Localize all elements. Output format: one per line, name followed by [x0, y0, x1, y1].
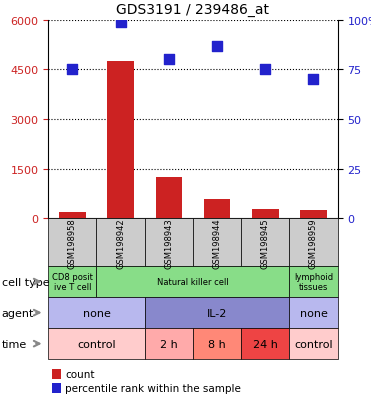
- Text: lymphoid
tissues: lymphoid tissues: [294, 272, 333, 292]
- Text: GSM198944: GSM198944: [213, 217, 221, 268]
- FancyBboxPatch shape: [48, 297, 145, 328]
- Title: GDS3191 / 239486_at: GDS3191 / 239486_at: [116, 3, 269, 17]
- Text: GSM198959: GSM198959: [309, 217, 318, 268]
- Text: Natural killer cell: Natural killer cell: [157, 278, 229, 286]
- FancyBboxPatch shape: [145, 297, 289, 328]
- FancyBboxPatch shape: [96, 266, 289, 297]
- Text: 24 h: 24 h: [253, 339, 278, 349]
- Bar: [300, 211, 327, 219]
- Text: agent: agent: [2, 308, 34, 318]
- Text: 2 h: 2 h: [160, 339, 178, 349]
- Text: GSM198943: GSM198943: [164, 217, 173, 268]
- Text: GSM198942: GSM198942: [116, 217, 125, 268]
- FancyBboxPatch shape: [241, 219, 289, 266]
- Point: [311, 77, 316, 83]
- Text: time: time: [2, 339, 27, 349]
- Text: control: control: [77, 339, 116, 349]
- Bar: [204, 199, 230, 219]
- FancyBboxPatch shape: [52, 383, 61, 393]
- FancyBboxPatch shape: [96, 219, 145, 266]
- Text: 8 h: 8 h: [208, 339, 226, 349]
- Bar: [59, 212, 86, 219]
- Text: GSM198958: GSM198958: [68, 217, 77, 268]
- FancyBboxPatch shape: [145, 219, 193, 266]
- FancyBboxPatch shape: [193, 328, 241, 359]
- Point: [118, 19, 124, 26]
- Text: CD8 posit
ive T cell: CD8 posit ive T cell: [52, 272, 93, 292]
- FancyBboxPatch shape: [48, 266, 96, 297]
- FancyBboxPatch shape: [145, 328, 193, 359]
- Bar: [107, 62, 134, 219]
- FancyBboxPatch shape: [241, 328, 289, 359]
- Text: IL-2: IL-2: [207, 308, 227, 318]
- Bar: [252, 210, 279, 219]
- Text: control: control: [294, 339, 333, 349]
- Point: [166, 57, 172, 64]
- FancyBboxPatch shape: [289, 219, 338, 266]
- Point: [262, 67, 268, 74]
- Text: GSM198945: GSM198945: [261, 217, 270, 268]
- FancyBboxPatch shape: [289, 297, 338, 328]
- FancyBboxPatch shape: [289, 328, 338, 359]
- Text: none: none: [82, 308, 111, 318]
- Point: [214, 43, 220, 50]
- Bar: [155, 178, 182, 219]
- Point: [69, 67, 75, 74]
- Text: cell type: cell type: [2, 277, 49, 287]
- Text: count: count: [65, 369, 95, 379]
- FancyBboxPatch shape: [48, 219, 96, 266]
- FancyBboxPatch shape: [193, 219, 241, 266]
- FancyBboxPatch shape: [52, 369, 61, 379]
- Text: percentile rank within the sample: percentile rank within the sample: [65, 383, 241, 393]
- FancyBboxPatch shape: [48, 328, 145, 359]
- Text: none: none: [299, 308, 328, 318]
- FancyBboxPatch shape: [289, 266, 338, 297]
